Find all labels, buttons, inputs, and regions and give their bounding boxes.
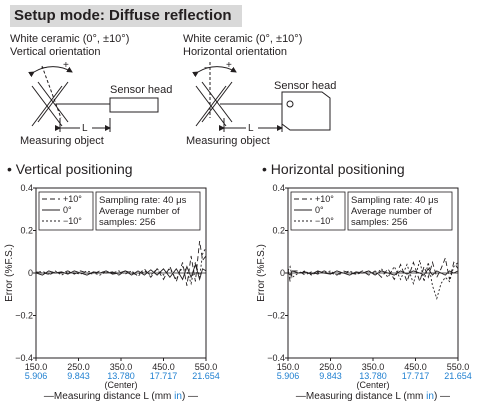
setup-2-sensor-head-icon xyxy=(281,91,331,131)
chart-1-xtick-inch-label: 13.780 xyxy=(107,371,135,381)
chart-1-ytick-label: −0.2 xyxy=(15,311,33,321)
chart-2-legend-label: −10° xyxy=(315,216,334,226)
chart-2-series-line-1 xyxy=(287,267,459,276)
chart-2-title: • Horizontal positioning xyxy=(262,161,405,177)
page-title: Setup mode: Diffuse reflection xyxy=(14,7,232,24)
setup-2-distance-label: L xyxy=(248,123,254,134)
setup-2-lens-icon xyxy=(286,100,294,108)
setup-1-material: White ceramic (0°, ±10°) xyxy=(10,33,130,45)
chart-2-xtick-inch-label: 9.843 xyxy=(319,371,342,381)
setup-2-angle-plus: + xyxy=(226,60,232,71)
chart-1-xtick-inch-label: 17.717 xyxy=(150,371,178,381)
setup-1-distance-label: L xyxy=(82,123,88,134)
chart-2-series-line-2 xyxy=(287,260,459,301)
chart-1-info-line: samples: 256 xyxy=(99,217,156,228)
chart-1-legend-box xyxy=(38,191,94,231)
chart-1-xtick-label: 250.0 xyxy=(67,362,90,372)
chart-2-ytick-label: 0 xyxy=(280,268,285,278)
chart-1-series-line-2 xyxy=(35,247,207,286)
chart-1-info-line: Average number of xyxy=(99,206,180,217)
chart-1-info-line: Sampling rate: 40 μs xyxy=(99,195,187,206)
chart-2-xtick-inch-label: 21.654 xyxy=(444,371,472,381)
chart-2-xlabel: —Measuring distance L (mm in) — xyxy=(296,391,450,402)
chart-2-xtick-label: 250.0 xyxy=(319,362,342,372)
chart-1-ytick-label: 0 xyxy=(28,268,33,278)
chart-1-xtick-inch-label: 21.654 xyxy=(192,371,220,381)
chart-1-legend-label: −10° xyxy=(63,216,82,226)
setup-2-angle-minus: − xyxy=(204,63,210,74)
setup-2-sensor-label: Sensor head xyxy=(274,80,337,92)
setup-1-object-label: Measuring object xyxy=(20,135,104,147)
chart-2-info-line: Average number of xyxy=(351,206,432,217)
chart-1-xlabel-in: in xyxy=(174,391,182,402)
chart-1-xtick-label: 350.0 xyxy=(110,362,133,372)
chart-1-xtick-label: 550.0 xyxy=(195,362,218,372)
chart-1-xlabel: —Measuring distance L (mm in) — xyxy=(44,391,198,402)
chart-2-ytick-label: −0.4 xyxy=(267,353,285,363)
chart-1-ylabel: Error (%F.S.) xyxy=(4,244,15,302)
setup-2-diagram xyxy=(192,62,331,132)
chart-1-info-box xyxy=(95,191,201,231)
chart-2-xtick-label: 550.0 xyxy=(447,362,470,372)
chart-2-xtick-inch-label: 5.906 xyxy=(277,371,300,381)
chart-1-xlabel-prefix: —Measuring distance L (mm xyxy=(44,391,174,402)
chart-2-xtick-label: 350.0 xyxy=(362,362,385,372)
setup-1-object-icon xyxy=(31,81,69,127)
chart-2-legend-label: 0° xyxy=(315,205,324,215)
chart-1-ytick-label: 0.2 xyxy=(20,226,33,236)
chart-2-info-box xyxy=(347,191,453,231)
chart-2-ytick-label: 0.4 xyxy=(272,183,285,193)
setup-1-angle-plus: + xyxy=(63,60,69,71)
setup-1-sensor-head-icon xyxy=(109,97,159,113)
chart-1-center-label: (Center) xyxy=(104,380,137,390)
chart-1-legend-label: 0° xyxy=(63,205,72,215)
chart-2-xtick-label: 150.0 xyxy=(277,362,300,372)
chart-2-xtick-label: 450.0 xyxy=(404,362,427,372)
chart-1-series-line-0 xyxy=(35,241,207,286)
chart-1-ytick-label: −0.4 xyxy=(15,353,33,363)
setup-1-normal-line xyxy=(41,65,62,119)
chart-1-xtick-inch-label: 5.906 xyxy=(25,371,48,381)
chart-2-legend-box xyxy=(290,191,346,231)
setup-1-sensor-label: Sensor head xyxy=(110,84,173,96)
setup-1-orientation: Vertical orientation xyxy=(10,46,101,58)
chart-1-xtick-label: 150.0 xyxy=(25,362,48,372)
chart-1-title: • Vertical positioning xyxy=(7,161,133,177)
chart-2-xlabel-prefix: —Measuring distance L (mm xyxy=(296,391,426,402)
setup-2-material: White ceramic (0°, ±10°) xyxy=(183,33,303,45)
title-bar: Setup mode: Diffuse reflection xyxy=(10,5,242,27)
chart-2-series-line-0 xyxy=(287,256,459,284)
chart-2-info-line: Sampling rate: 40 μs xyxy=(351,195,439,206)
setup-1-angle-minus: − xyxy=(41,63,47,74)
chart-1-xtick-label: 450.0 xyxy=(152,362,175,372)
setup-2-angle-arc xyxy=(192,66,237,78)
chart-2-ylabel: Error (%F.S.) xyxy=(256,244,267,302)
chart-1-legend-label: +10° xyxy=(63,194,82,204)
chart-2-legend-label: +10° xyxy=(315,194,334,204)
setup-2-object-icon xyxy=(195,81,233,127)
chart-2-info-line: samples: 256 xyxy=(351,217,408,228)
setup-1-angle-arc xyxy=(28,66,73,78)
chart-2-xtick-inch-label: 13.780 xyxy=(359,371,387,381)
chart-1-xtick-inch-label: 9.843 xyxy=(67,371,90,381)
chart-2-xlabel-in: in xyxy=(426,391,434,402)
setup-2-object-label: Measuring object xyxy=(186,135,270,147)
chart-2-ytick-label: 0.2 xyxy=(272,226,285,236)
chart-2-xtick-inch-label: 17.717 xyxy=(402,371,430,381)
setup-1-diagram xyxy=(28,65,159,132)
chart-2-center-label: (Center) xyxy=(356,380,389,390)
chart-1-ytick-label: 0.4 xyxy=(20,183,33,193)
setup-2-orientation: Horizontal orientation xyxy=(183,46,287,58)
chart-2-ytick-label: −0.2 xyxy=(267,311,285,321)
chart-2-xlabel-suffix: ) — xyxy=(434,391,450,402)
chart-1-series-line-1 xyxy=(35,262,207,282)
chart-1-xlabel-suffix: ) — xyxy=(182,391,198,402)
